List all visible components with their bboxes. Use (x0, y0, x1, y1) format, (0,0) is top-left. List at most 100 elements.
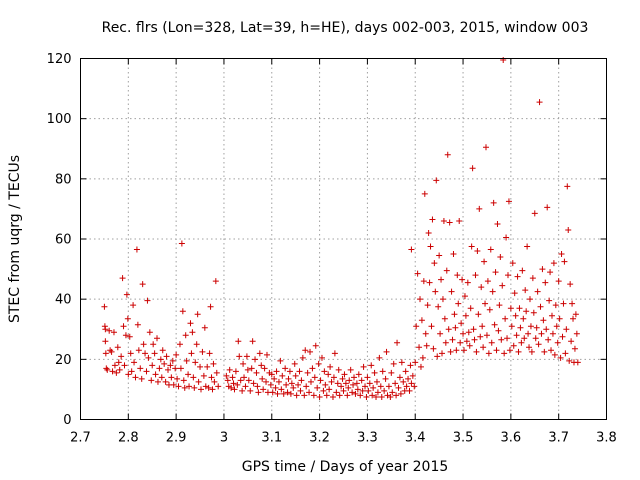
data-point (296, 368, 303, 375)
data-point (561, 258, 568, 265)
data-point (420, 278, 427, 285)
data-point (278, 386, 285, 393)
data-point (467, 305, 474, 312)
data-point (150, 341, 157, 348)
data-point (242, 383, 249, 390)
data-point (286, 368, 293, 375)
data-point (504, 335, 511, 342)
data-point (438, 276, 445, 283)
data-point (284, 389, 291, 396)
data-point (394, 339, 401, 346)
data-point (151, 350, 158, 357)
data-point (189, 329, 196, 336)
data-point (253, 369, 260, 376)
data-point (142, 350, 149, 357)
data-point (389, 389, 396, 396)
data-point (211, 378, 218, 385)
data-point (115, 359, 122, 366)
data-point (360, 363, 367, 370)
data-point (302, 347, 309, 354)
data-point (503, 234, 510, 241)
data-point (506, 347, 513, 354)
data-point (541, 348, 548, 355)
chart-title: Rec. flrs (Lon=328, Lat=39, h=HE), days … (102, 20, 589, 36)
data-point (477, 333, 484, 340)
data-point (548, 347, 555, 354)
data-point (293, 392, 300, 399)
data-point (269, 389, 276, 396)
data-point (210, 360, 217, 367)
data-point (178, 240, 185, 247)
data-point (398, 359, 405, 366)
data-point (573, 330, 580, 337)
data-point (480, 344, 487, 351)
data-point (395, 384, 402, 391)
data-point (307, 378, 314, 385)
data-point (187, 320, 194, 327)
data-point (518, 339, 525, 346)
data-point (508, 323, 515, 330)
data-point (461, 347, 468, 354)
plot-frame (80, 58, 607, 420)
data-point (101, 303, 108, 310)
data-point (534, 288, 541, 295)
data-point (335, 366, 342, 373)
data-point (146, 329, 153, 336)
data-point (127, 350, 134, 357)
data-point (385, 383, 392, 390)
data-point (353, 380, 360, 387)
data-point (393, 392, 400, 399)
data-point (191, 384, 198, 391)
data-point (255, 389, 262, 396)
data-point (245, 377, 252, 384)
data-point (509, 260, 516, 267)
data-point (120, 323, 127, 330)
data-point (428, 323, 435, 330)
data-point (563, 326, 570, 333)
data-point (149, 362, 156, 369)
data-point (445, 326, 452, 333)
data-point (143, 368, 150, 375)
data-point (373, 378, 380, 385)
data-point (433, 177, 440, 184)
data-point (524, 243, 531, 250)
data-point (530, 309, 537, 316)
data-point (239, 387, 246, 394)
data-point (226, 366, 233, 373)
data-point (169, 357, 176, 364)
data-point (277, 357, 284, 364)
data-point (501, 350, 508, 357)
data-point (241, 374, 248, 381)
data-point (475, 311, 482, 318)
data-point (326, 386, 333, 393)
data-point (368, 362, 375, 369)
data-point (206, 350, 213, 357)
data-point (479, 323, 486, 330)
data-point (572, 311, 579, 318)
data-point (185, 371, 192, 378)
data-point (295, 381, 302, 388)
data-point (388, 369, 395, 376)
data-point (256, 350, 263, 357)
data-point (275, 378, 282, 385)
data-point (124, 315, 131, 322)
data-point (464, 279, 471, 286)
data-point (215, 383, 222, 390)
data-point (499, 282, 506, 289)
data-point (462, 312, 469, 319)
axis-ticks (80, 58, 607, 420)
data-point (273, 368, 280, 375)
data-point (515, 348, 522, 355)
data-point (102, 338, 109, 345)
data-point (288, 380, 295, 387)
data-point (489, 288, 496, 295)
data-point (424, 302, 431, 309)
data-point (406, 387, 413, 394)
data-point (408, 380, 415, 387)
data-point (309, 365, 316, 372)
data-point (235, 338, 242, 345)
data-point (346, 377, 353, 384)
data-point (126, 333, 133, 340)
data-point (470, 326, 477, 333)
